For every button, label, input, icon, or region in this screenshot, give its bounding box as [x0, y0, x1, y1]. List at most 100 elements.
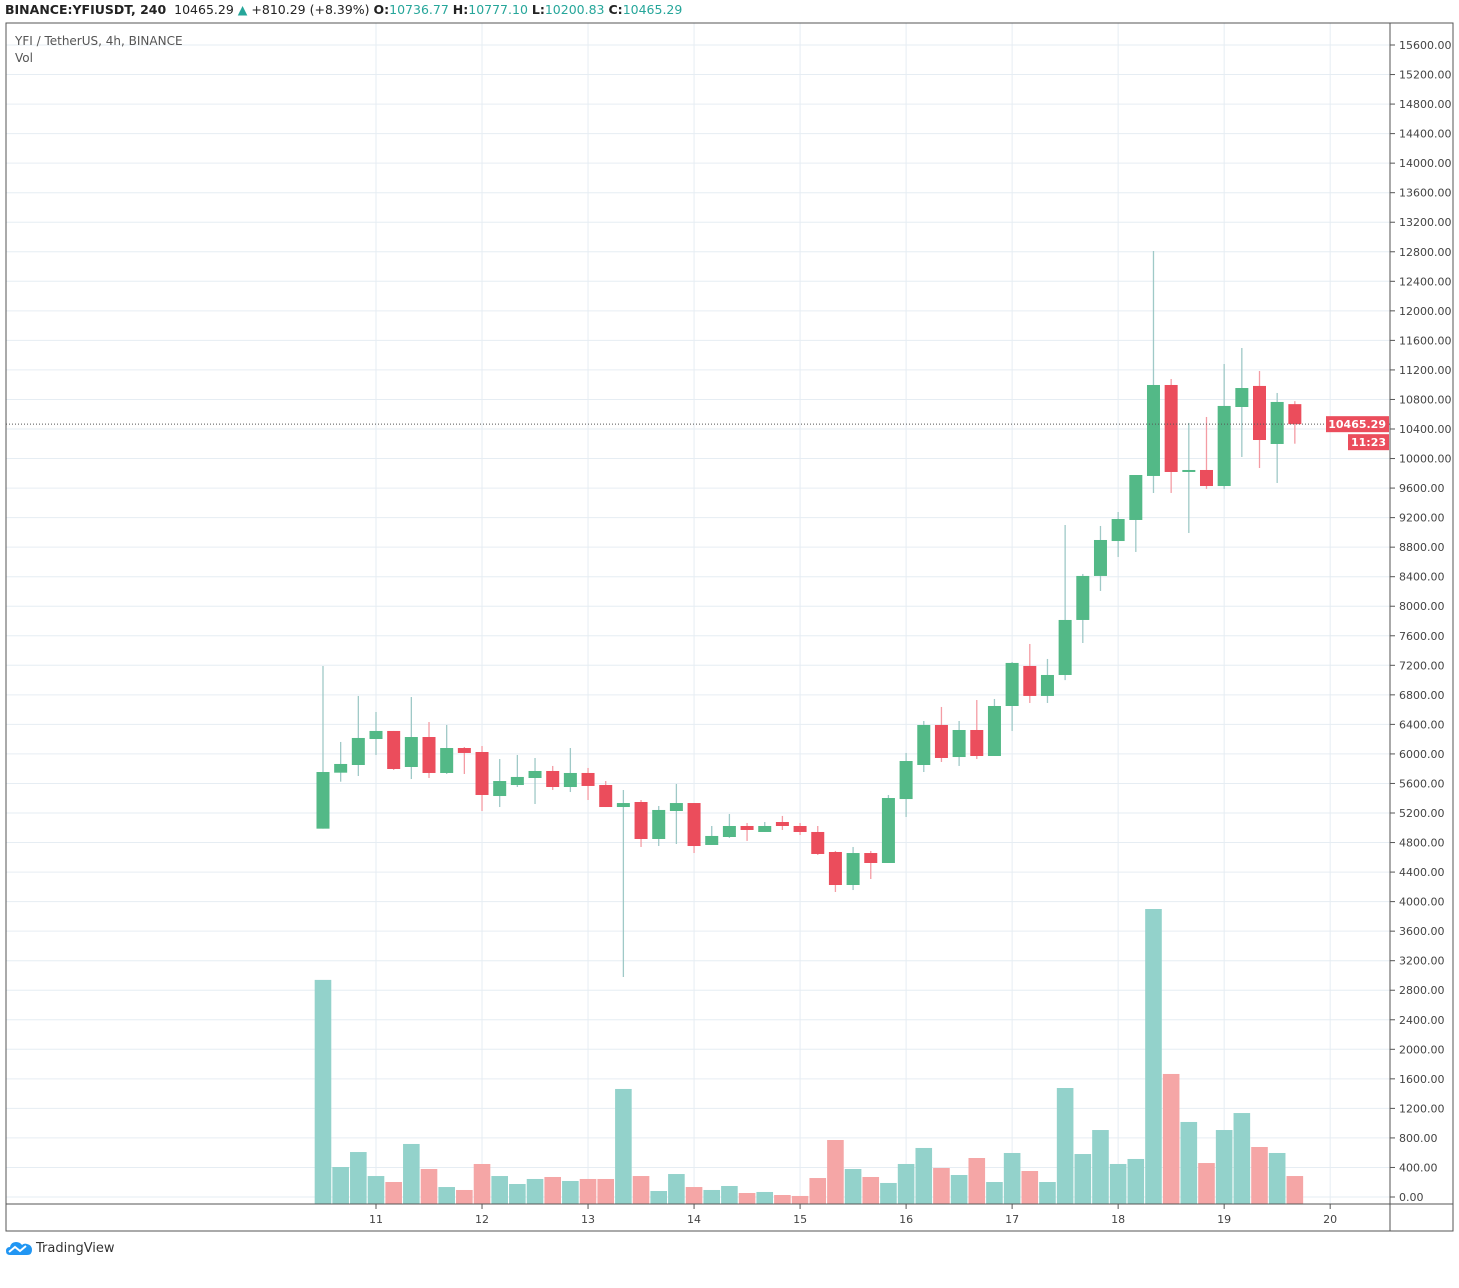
- volume-bar: [933, 1167, 950, 1204]
- y-tick-label: 10400.00: [1399, 423, 1452, 436]
- y-tick-label: 2800.00: [1399, 984, 1445, 997]
- volume-bar: [1003, 1152, 1021, 1204]
- volume-bar: [1180, 1121, 1198, 1204]
- candle-body: [1182, 469, 1196, 472]
- volume-bar: [774, 1195, 791, 1204]
- candle-body: [422, 737, 436, 773]
- candle-body: [1253, 385, 1266, 441]
- y-tick-label: 7200.00: [1399, 659, 1445, 672]
- y-tick-label: 5600.00: [1399, 777, 1445, 790]
- x-tick-label: 17: [1005, 1213, 1019, 1226]
- candle-body: [387, 730, 401, 769]
- volume-bar: [1092, 1130, 1109, 1204]
- volume-bar: [809, 1178, 827, 1204]
- candle-body: [740, 825, 754, 830]
- candle-body: [952, 729, 966, 758]
- countdown-badge: [1348, 434, 1389, 451]
- last-price-label: 10465.29: [1328, 418, 1386, 431]
- volume-bar: [668, 1174, 685, 1204]
- legend-title[interactable]: YFI / TetherUS, 4h, BINANCE: [15, 34, 183, 48]
- volume-bar: [950, 1174, 968, 1204]
- high-value: 10777.10: [468, 2, 528, 17]
- y-tick-label: 2400.00: [1399, 1014, 1445, 1027]
- y-tick-label: 0.00: [1399, 1191, 1424, 1204]
- volume-bar: [685, 1187, 703, 1204]
- candle-body: [1288, 404, 1302, 425]
- symbol-name[interactable]: BINANCE:YFIUSDT, 240: [5, 2, 167, 17]
- volume-bar: [1021, 1171, 1039, 1204]
- volume-bar: [1286, 1176, 1304, 1204]
- volume-bar: [615, 1088, 632, 1204]
- candle-body: [369, 730, 383, 740]
- volume-bar: [1056, 1088, 1074, 1204]
- volume-bar: [1233, 1113, 1251, 1204]
- volume-bar: [544, 1176, 561, 1204]
- y-tick-label: 14800.00: [1399, 98, 1452, 111]
- last-price-badge: [1326, 416, 1389, 433]
- y-tick-label: 12400.00: [1399, 275, 1452, 288]
- y-tick-label: 15200.00: [1399, 69, 1452, 82]
- open-value: 10736.77: [389, 2, 449, 17]
- volume-bar: [650, 1191, 668, 1204]
- low-label: L:: [531, 2, 545, 17]
- y-tick-label: 9200.00: [1399, 512, 1445, 525]
- y-tick-label: 7600.00: [1399, 630, 1445, 643]
- candle-body: [1235, 388, 1249, 407]
- volume-bar: [1145, 909, 1162, 1204]
- candle-body: [899, 761, 913, 800]
- y-tick-label: 4400.00: [1399, 866, 1445, 879]
- legend-vol[interactable]: Vol: [15, 51, 33, 65]
- candle-body: [970, 729, 984, 756]
- volume-bar: [844, 1169, 862, 1204]
- volume-bar: [491, 1176, 508, 1204]
- y-tick-label: 400.00: [1399, 1161, 1438, 1174]
- tradingview-logo[interactable]: TradingView: [6, 1240, 115, 1256]
- x-tick-label: 15: [793, 1213, 807, 1226]
- candle-body: [563, 772, 577, 788]
- candle-body: [475, 752, 489, 795]
- y-tick-label: 10800.00: [1399, 393, 1452, 406]
- candle-body: [440, 748, 454, 773]
- candle-body: [934, 724, 948, 758]
- up-triangle-icon: ▲: [237, 2, 248, 17]
- y-tick-label: 11600.00: [1399, 334, 1452, 347]
- x-tick-label: 13: [581, 1213, 595, 1226]
- x-tick-label: 19: [1217, 1213, 1231, 1226]
- countdown-label: 11:23: [1351, 436, 1386, 449]
- high-label: H:: [452, 2, 469, 17]
- candle-body: [881, 798, 895, 863]
- volume-bar: [403, 1143, 420, 1204]
- candle-body: [334, 763, 348, 773]
- y-tick-label: 1600.00: [1399, 1073, 1445, 1086]
- volume-bar: [509, 1184, 526, 1204]
- candle-body: [687, 803, 701, 847]
- candle-body: [493, 781, 507, 797]
- candle-body: [528, 770, 542, 778]
- close-value: 10465.29: [622, 2, 683, 17]
- candle-body: [669, 803, 683, 812]
- volume-bar: [597, 1178, 615, 1204]
- y-tick-label: 13200.00: [1399, 216, 1452, 229]
- candle-body: [705, 835, 719, 845]
- volume-bar: [1198, 1163, 1215, 1204]
- brand-name: TradingView: [36, 1240, 115, 1256]
- candle-body: [457, 748, 471, 753]
- candle-body: [793, 825, 807, 832]
- y-tick-label: 6800.00: [1399, 689, 1445, 702]
- y-tick-label: 10000.00: [1399, 453, 1452, 466]
- volume-bar: [703, 1189, 721, 1204]
- candle-body: [811, 831, 825, 854]
- volume-bar: [562, 1180, 579, 1204]
- candle-body: [722, 825, 736, 837]
- volume-bar: [897, 1163, 915, 1204]
- volume-bar: [1127, 1158, 1145, 1204]
- candle-body: [828, 851, 842, 885]
- y-tick-label: 3200.00: [1399, 955, 1445, 968]
- low-value: 10200.83: [544, 2, 605, 17]
- volume-bar: [314, 979, 332, 1204]
- volume-bar: [632, 1176, 650, 1204]
- candle-body: [1058, 619, 1072, 675]
- volume-bar: [1109, 1163, 1127, 1204]
- candle-body: [404, 737, 418, 767]
